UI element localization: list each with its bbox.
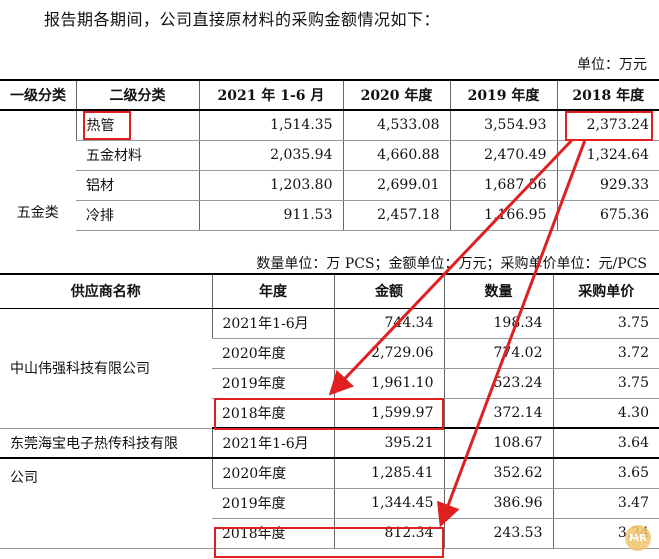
unit-price-cell: 4.30 xyxy=(552,398,659,429)
header-cell: 金额 xyxy=(333,273,444,309)
amount-cell: 1,599.97 xyxy=(333,398,444,429)
value-cell: 675.36 xyxy=(556,200,659,231)
header-cell: 2021 年 1-6 月 xyxy=(198,79,343,111)
value-cell: 2,035.94 xyxy=(198,140,343,171)
header-cell: 2020 年度 xyxy=(342,79,450,111)
table-row: 冷排 911.53 2,457.18 1,166.95 675.36 xyxy=(0,200,659,231)
unit-price-cell: 3.72 xyxy=(552,338,659,369)
unit-price-cell: 3.75 xyxy=(552,308,659,339)
quantity-cell: 352.62 xyxy=(443,458,553,489)
period-cell: 2018年度 xyxy=(212,518,334,549)
unit-price-cell: 3.64 xyxy=(552,428,659,459)
table-row: 铝材 1,203.80 2,699.01 1,687.56 929.33 xyxy=(0,170,659,201)
supplier-name-cell: 中山伟强科技有限公司 xyxy=(0,308,212,429)
quantity-cell: 523.24 xyxy=(443,368,553,399)
supplier-name-cell: 公司 xyxy=(0,458,212,549)
supplier-purchase-table: 供应商名称 年度 金额 数量 采购单价 中山伟强科技有限公司 2021年1-6月… xyxy=(0,273,659,549)
unit-price-cell: 3.75 xyxy=(552,368,659,399)
header-cell: 年度 xyxy=(211,273,334,309)
amount-cell: 1,344.45 xyxy=(333,488,444,519)
quantity-cell: 243.53 xyxy=(443,518,553,549)
value-cell: 929.33 xyxy=(556,170,659,201)
header-cell: 2018 年度 xyxy=(556,79,659,111)
table1-unit: 单位：万元 xyxy=(577,57,647,73)
table-header-row: 一级分类 二级分类 2021 年 1-6 月 2020 年度 2019 年度 2… xyxy=(0,79,659,111)
table2-unit: 数量单位：万 PCS；金额单位：万元；采购单价单位：元/PCS xyxy=(256,256,647,272)
value-cell: 1,203.80 xyxy=(198,170,343,201)
table-row: 五金类 热管 1,514.35 4,533.08 3,554.93 2,373.… xyxy=(0,110,659,221)
value-cell: 1,514.35 xyxy=(198,110,343,141)
header-cell: 2019 年度 xyxy=(449,79,557,111)
subcategory-cell: 冷排 xyxy=(76,200,199,231)
header-cell: 数量 xyxy=(443,273,553,309)
purchase-amount-table: 一级分类 二级分类 2021 年 1-6 月 2020 年度 2019 年度 2… xyxy=(0,79,659,231)
header-cell: 采购单价 xyxy=(552,273,659,309)
unit-price-cell: 3.65 xyxy=(552,458,659,489)
period-cell: 2018年度 xyxy=(212,398,334,429)
amount-cell: 1,961.10 xyxy=(333,368,444,399)
quantity-cell: 198.34 xyxy=(443,308,553,339)
value-cell: 911.53 xyxy=(198,200,343,231)
value-cell: 4,660.88 xyxy=(342,140,450,171)
quantity-cell: 108.67 xyxy=(443,428,553,459)
value-cell: 2,457.18 xyxy=(342,200,450,231)
header-cell: 二级分类 xyxy=(75,79,199,111)
header-cell: 供应商名称 xyxy=(0,273,212,309)
period-cell: 2020年度 xyxy=(212,338,334,369)
table-row: 五金材料 2,035.94 4,660.88 2,470.49 1,324.64 xyxy=(0,140,659,171)
amount-cell: 1,285.41 xyxy=(333,458,444,489)
value-cell: 2,699.01 xyxy=(342,170,450,201)
table-row: 公司 2020年度 1,285.41 352.62 3.65 xyxy=(0,458,659,549)
header-cell: 一级分类 xyxy=(0,79,76,111)
value-cell: 4,533.08 xyxy=(342,110,450,141)
amount-cell: 744.34 xyxy=(333,308,444,339)
value-cell: 1,687.56 xyxy=(449,170,557,201)
value-cell: 2,470.49 xyxy=(449,140,557,171)
quantity-cell: 774.02 xyxy=(443,338,553,369)
period-cell: 2021年1-6月 xyxy=(211,428,334,459)
table-header-row: 供应商名称 年度 金额 数量 采购单价 xyxy=(0,273,659,309)
intro-text: 报告期各期间，公司直接原材料的采购金额情况如下： xyxy=(44,10,441,29)
value-cell: 1,324.64 xyxy=(556,140,659,171)
amount-cell: 2,729.06 xyxy=(333,338,444,369)
value-cell: 3,554.93 xyxy=(449,110,557,141)
period-cell: 2019年度 xyxy=(212,488,334,519)
subcategory-cell: 铝材 xyxy=(76,170,199,201)
unit-price-cell: 3.47 xyxy=(552,488,659,519)
subcategory-cell: 热管 xyxy=(75,110,199,141)
quantity-cell: 386.96 xyxy=(443,488,553,519)
value-cell: 1,166.95 xyxy=(449,200,557,231)
supplier-name-cell: 东莞海宝电子热传科技有限 xyxy=(0,428,212,459)
watermark-logo: MR xyxy=(625,525,651,551)
value-cell: 2,373.24 xyxy=(556,110,659,141)
table-row: 2018年度 1,599.97 372.14 4.30 xyxy=(0,398,659,429)
period-cell: 2019年度 xyxy=(212,368,334,399)
table-row: 东莞海宝电子热传科技有限 2021年1-6月 395.21 108.67 3.6… xyxy=(0,428,659,459)
amount-cell: 812.34 xyxy=(333,518,444,549)
period-cell: 2021年1-6月 xyxy=(211,308,334,339)
table-row: 中山伟强科技有限公司 2021年1-6月 744.34 198.34 3.75 xyxy=(0,308,659,429)
subcategory-cell: 五金材料 xyxy=(76,140,199,171)
category-cell: 五金类 xyxy=(16,205,59,221)
amount-cell: 395.21 xyxy=(333,428,444,459)
period-cell: 2020年度 xyxy=(211,458,334,489)
quantity-cell: 372.14 xyxy=(443,398,553,429)
